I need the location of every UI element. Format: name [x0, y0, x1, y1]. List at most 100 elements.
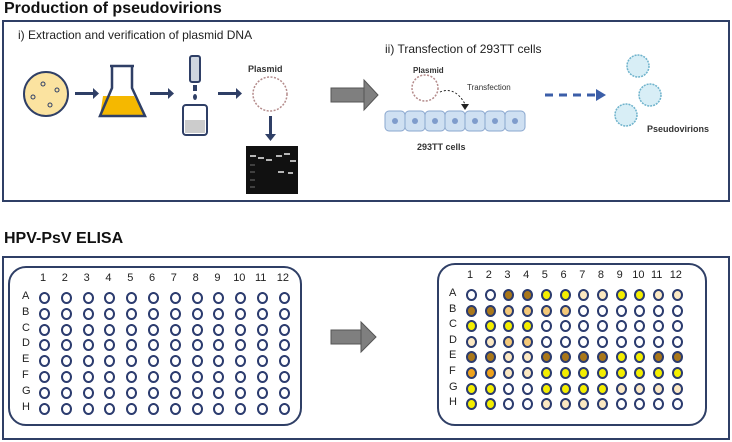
well-B11 — [653, 304, 664, 317]
column-label: 1 — [467, 269, 474, 281]
well-D9 — [213, 339, 225, 352]
well-D6 — [559, 335, 571, 348]
well-A9 — [213, 292, 225, 304]
well-B7 — [578, 304, 590, 317]
down-arrow-icon — [265, 116, 276, 141]
row-label: C — [22, 321, 30, 334]
well-A9 — [615, 289, 627, 301]
well-A5 — [126, 292, 138, 304]
well-E11 — [653, 351, 664, 364]
well-D8 — [596, 335, 608, 348]
well-G2 — [60, 386, 72, 399]
big-arrow-icon — [330, 78, 379, 112]
well-G3 — [503, 382, 515, 395]
well-H8 — [596, 398, 608, 411]
well-D6 — [148, 339, 159, 352]
well-D3 — [503, 335, 515, 348]
well-H3 — [503, 398, 515, 411]
well-F6 — [559, 367, 571, 379]
well-F3 — [503, 367, 515, 379]
well-F7 — [578, 367, 590, 379]
column-label: 7 — [579, 269, 586, 281]
column-label: 8 — [192, 272, 199, 284]
column-label: 10 — [632, 269, 645, 281]
well-B3 — [503, 304, 515, 317]
well-H8 — [191, 402, 203, 415]
well-A10 — [235, 292, 247, 304]
well-G11 — [653, 382, 664, 395]
well-F1 — [39, 371, 50, 383]
well-E8 — [596, 351, 608, 364]
well-B10 — [634, 304, 646, 317]
elisa-panel — [2, 256, 730, 440]
well-A3 — [82, 292, 94, 304]
column-label: 11 — [651, 269, 663, 281]
column-label: 6 — [560, 269, 567, 281]
well-G5 — [540, 382, 552, 395]
well-A6 — [559, 289, 571, 301]
well-A2 — [60, 292, 72, 304]
well-F5 — [540, 367, 552, 379]
well-F12 — [278, 371, 290, 383]
well-E2 — [484, 351, 496, 364]
well-C12 — [278, 323, 290, 336]
well-D4 — [104, 339, 116, 352]
small-arrow-icon — [150, 88, 174, 99]
well-E1 — [39, 355, 50, 368]
step2-label: ii) Transfection of 293TT cells — [385, 42, 542, 56]
well-G3 — [82, 386, 94, 399]
well-C5 — [126, 323, 138, 336]
well-A7 — [169, 292, 181, 304]
well-B11 — [257, 307, 268, 320]
well-C8 — [596, 320, 608, 333]
well-G1 — [466, 382, 477, 395]
row-label: B — [449, 302, 457, 315]
well-C7 — [578, 320, 590, 333]
empty-plate: 1 2 3 4 5 6 7 8 9 10 11 12 A B C D E F G H — [8, 266, 302, 426]
well-G8 — [191, 386, 203, 399]
well-G6 — [148, 386, 159, 399]
well-H12 — [278, 402, 290, 415]
well-D10 — [634, 335, 646, 348]
well-A4 — [522, 289, 534, 301]
well-D3 — [82, 339, 94, 352]
well-C3 — [503, 320, 515, 333]
well-B1 — [466, 304, 477, 317]
well-B12 — [671, 304, 683, 317]
well-C9 — [213, 323, 225, 336]
well-A12 — [278, 292, 290, 304]
row-label: H — [449, 396, 457, 409]
small-arrow-icon — [75, 88, 99, 99]
row-label: B — [22, 305, 30, 318]
well-F4 — [522, 367, 534, 379]
well-E8 — [191, 355, 203, 368]
well-G9 — [615, 382, 627, 395]
well-C10 — [634, 320, 646, 333]
well-H11 — [257, 402, 268, 415]
row-label: F — [22, 369, 29, 381]
column-tube-icon — [182, 55, 208, 136]
well-B10 — [235, 307, 247, 320]
well-H4 — [522, 398, 534, 411]
production-panel — [2, 20, 730, 202]
row-label: D — [22, 337, 30, 350]
well-E9 — [213, 355, 225, 368]
row-label: A — [449, 287, 457, 299]
column-label: 3 — [504, 269, 511, 281]
well-D1 — [39, 339, 50, 352]
well-B2 — [484, 304, 496, 317]
well-C11 — [653, 320, 664, 333]
row-label: E — [449, 349, 457, 362]
gel-image — [246, 146, 298, 194]
section-title-production: Production of pseudovirions — [4, 0, 222, 17]
column-label: 4 — [523, 269, 530, 281]
well-H2 — [60, 402, 72, 415]
row-label: A — [22, 290, 30, 302]
row-label: D — [449, 333, 457, 346]
well-G9 — [213, 386, 225, 399]
column-label: 3 — [83, 272, 90, 284]
well-A6 — [148, 292, 159, 304]
well-D2 — [60, 339, 72, 352]
well-G5 — [126, 386, 138, 399]
well-H7 — [169, 402, 181, 415]
